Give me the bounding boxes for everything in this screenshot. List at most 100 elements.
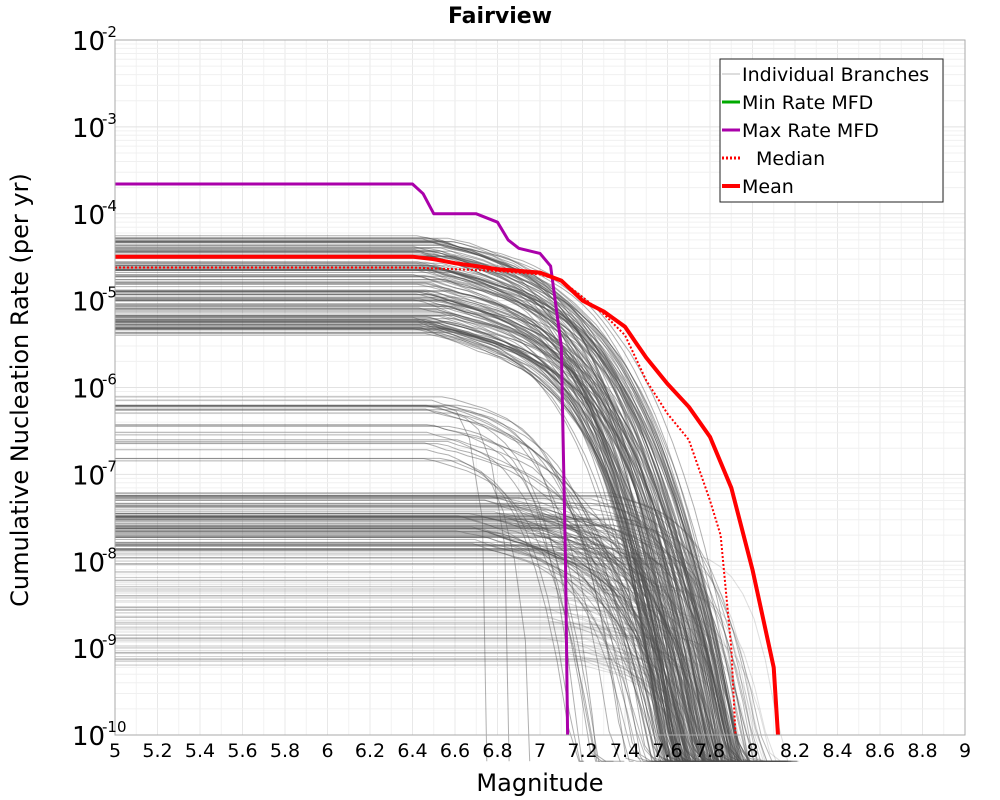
branch-line — [115, 496, 738, 762]
y-tick-exponent: -6 — [102, 371, 117, 389]
legend-box — [719, 58, 944, 203]
y-tick-label: 10-8 — [72, 544, 117, 578]
x-tick-label: 5.6 — [227, 740, 257, 762]
branch-line — [115, 528, 792, 762]
branch-line — [115, 495, 765, 762]
branch-line — [115, 275, 780, 762]
branch-line — [115, 300, 730, 762]
branch-line — [115, 563, 718, 762]
branch-line — [115, 396, 642, 762]
branch-line — [115, 267, 781, 762]
branch-line — [115, 522, 718, 762]
branch-line — [115, 242, 687, 762]
branch-line — [115, 548, 754, 762]
branch-line — [115, 526, 768, 762]
branch-line — [115, 505, 779, 762]
branch-line — [115, 238, 760, 762]
branch-line — [115, 522, 737, 762]
branch-line — [115, 245, 727, 762]
x-tick-label: 7.8 — [695, 740, 725, 762]
branch-line — [115, 434, 691, 762]
y-tick-base: 10 — [72, 288, 105, 318]
branch-line — [115, 506, 698, 762]
branch-line — [115, 637, 777, 762]
branch-line — [115, 299, 734, 762]
branch-line — [115, 269, 760, 762]
branch-line — [115, 247, 728, 762]
x-tick-label: 7.4 — [610, 740, 640, 762]
branch-line — [115, 412, 510, 762]
branch-line — [115, 499, 798, 762]
branch-line — [115, 323, 741, 762]
branch-line — [115, 269, 775, 762]
branch-line — [115, 645, 727, 762]
branch-line — [115, 306, 742, 762]
branch-line — [115, 577, 703, 762]
branch-line — [115, 517, 779, 762]
branch-line — [115, 312, 776, 762]
branch-line — [115, 607, 783, 762]
branch-line — [115, 496, 693, 762]
branch-line — [115, 550, 787, 762]
max-rate-mfd-line — [115, 182, 570, 736]
branch-line — [115, 556, 707, 762]
branch-line — [115, 558, 770, 762]
branch-line — [115, 557, 717, 762]
branch-line — [115, 664, 694, 762]
branch-line — [115, 563, 755, 762]
branch-line — [115, 554, 704, 762]
branch-line — [115, 535, 762, 762]
legend-label: Min Rate MFD — [742, 92, 873, 114]
branch-line — [115, 298, 754, 762]
branch-line — [115, 307, 723, 762]
branch-line — [115, 305, 769, 762]
branch-line — [115, 255, 741, 762]
branch-line — [115, 563, 708, 762]
branch-line — [115, 629, 755, 762]
branch-line — [115, 514, 755, 762]
y-tick-exponent: -2 — [102, 23, 117, 41]
branch-line — [115, 536, 764, 762]
branch-line — [115, 612, 724, 762]
grid — [114, 40, 966, 736]
branch-line — [115, 539, 788, 762]
branch-line — [115, 294, 693, 762]
branch-line — [115, 531, 774, 762]
branch-line — [115, 664, 774, 762]
branch-line — [115, 528, 746, 762]
branch-line — [115, 399, 659, 762]
legend-label: Max Rate MFD — [742, 120, 879, 142]
branch-line — [115, 531, 703, 762]
branch-line — [115, 507, 749, 762]
branch-line — [115, 440, 693, 762]
branch-line — [115, 290, 783, 762]
branch-line — [115, 304, 736, 762]
x-tick-label: 5.8 — [270, 740, 300, 762]
branch-line — [115, 595, 763, 762]
branch-line — [115, 241, 676, 762]
branch-line — [115, 580, 754, 762]
branch-line — [115, 541, 675, 762]
branch-line — [115, 442, 719, 762]
branch-line — [115, 439, 667, 762]
branch-line — [115, 261, 686, 762]
branch-line — [115, 589, 755, 762]
branch-line — [115, 268, 775, 762]
branch-line — [115, 238, 714, 762]
branch-line — [115, 502, 754, 762]
branch-line — [115, 521, 693, 762]
branch-line — [115, 237, 767, 762]
branch-line — [115, 283, 676, 762]
branch-line — [115, 404, 600, 762]
branch-line — [115, 241, 752, 762]
branch-line — [115, 250, 712, 762]
branch-line — [115, 322, 712, 762]
branch-line — [115, 612, 700, 762]
branch-line — [115, 592, 778, 762]
branch-line — [115, 495, 747, 762]
branch-line — [115, 308, 698, 762]
branch-line — [115, 608, 762, 762]
branch-line — [115, 506, 723, 762]
branch-line — [115, 586, 765, 762]
branch-line — [115, 581, 753, 762]
